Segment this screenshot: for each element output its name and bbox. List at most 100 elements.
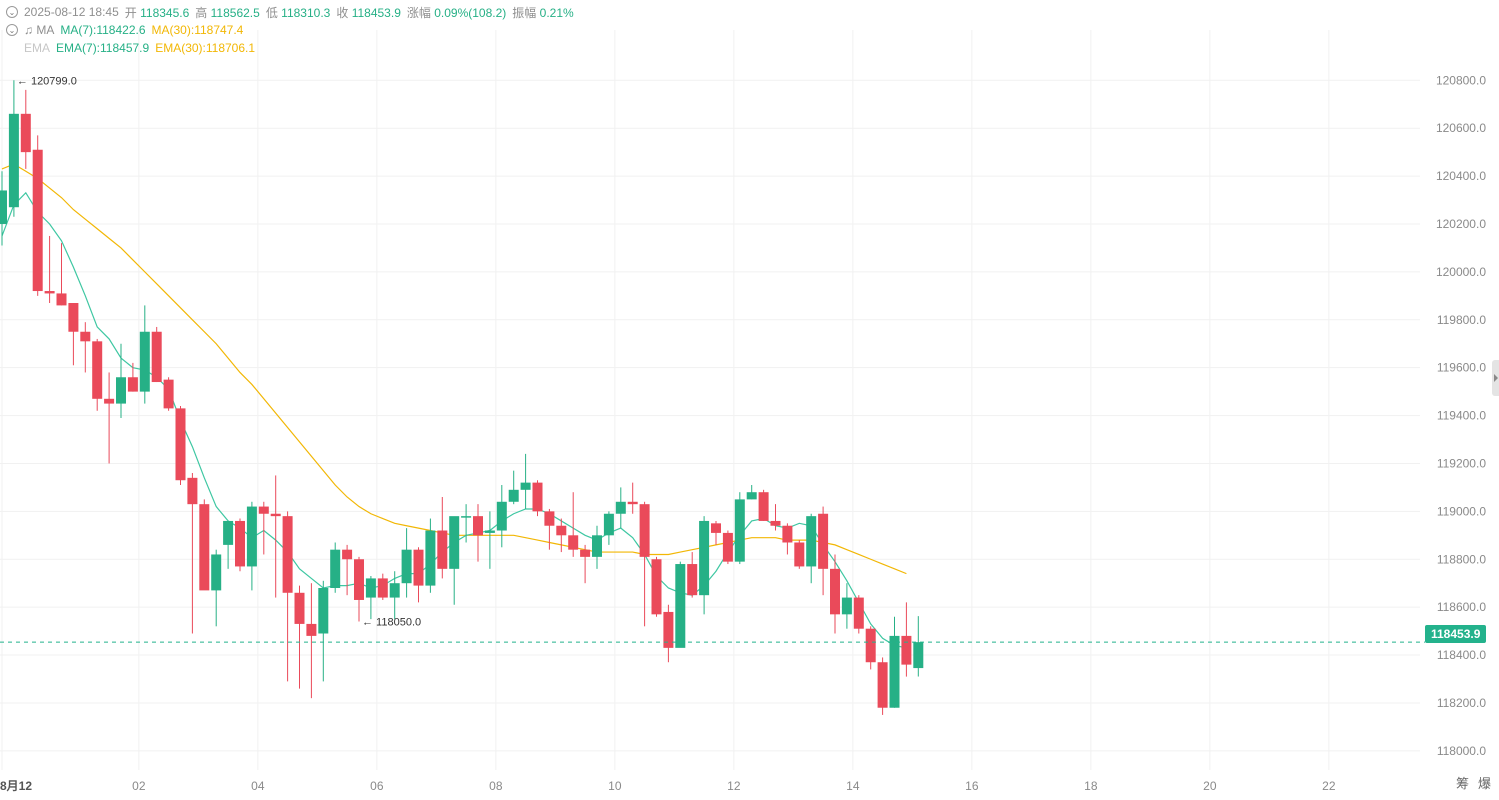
candle-body <box>211 554 222 591</box>
candle <box>901 602 912 677</box>
candle-body <box>20 113 31 153</box>
header-timestamp: 2025-08-12 18:45 <box>24 5 119 19</box>
y-tick-label: 118600.0 <box>1437 600 1486 614</box>
candle-body <box>163 379 174 409</box>
candle <box>199 499 210 591</box>
collapse-icon[interactable]: ⌄ <box>6 6 18 18</box>
candle <box>306 583 317 699</box>
candle-body <box>520 482 531 490</box>
collapse-ma-icon[interactable]: ⌄ <box>6 24 18 36</box>
x-tick-label: 14 <box>846 779 860 793</box>
candle-body <box>92 341 103 399</box>
candle <box>913 616 924 677</box>
candle-body <box>532 482 543 512</box>
low-value: 118310.3 <box>281 5 331 20</box>
candle <box>675 561 686 648</box>
y-tick-label: 120400.0 <box>1436 169 1486 183</box>
candle-body <box>270 513 281 517</box>
candle <box>841 583 852 629</box>
candle <box>473 504 483 562</box>
candle-body <box>365 578 376 598</box>
x-tick-label: 8月12 <box>0 779 32 793</box>
candle-body <box>806 516 817 567</box>
candle-body <box>354 559 364 600</box>
candles <box>0 80 924 715</box>
y-tick-label: 120200.0 <box>1436 217 1486 231</box>
candle-body <box>401 549 412 584</box>
candle-body <box>235 520 245 567</box>
candle-body <box>865 628 876 663</box>
candle <box>556 518 567 553</box>
candle <box>722 530 733 565</box>
candle-body <box>223 520 234 545</box>
last-price-tag: 118453.9 <box>1425 625 1487 643</box>
y-tick-label: 119400.0 <box>1437 409 1486 423</box>
candle-body <box>722 532 733 562</box>
candle-body <box>246 506 257 567</box>
candle <box>449 516 460 605</box>
candle-body <box>782 525 793 543</box>
panel-toggle-handle[interactable] <box>1492 360 1499 396</box>
ma30-value: MA(30):118747.4 <box>151 23 244 37</box>
candle <box>68 303 79 366</box>
chips-button[interactable]: 筹 <box>1456 776 1470 791</box>
annotations: ← 120799.0 ← 118050.0 <box>0 75 1425 643</box>
candle-body <box>342 549 353 560</box>
candle <box>711 520 721 545</box>
ohlc-header: ⌄ 2025-08-12 18:45 开 118345.6 高 118562.5… <box>6 3 574 57</box>
candle <box>770 504 781 531</box>
ma-indicator-name[interactable]: ♫ MA <box>24 23 54 37</box>
candle <box>187 473 198 634</box>
candle <box>151 326 162 383</box>
candle-body <box>116 377 126 404</box>
x-tick-label: 08 <box>489 779 503 793</box>
candle-body <box>139 331 150 392</box>
candle <box>401 528 412 598</box>
candle-body <box>306 623 317 636</box>
ema-indicator-name[interactable]: EMA <box>24 41 51 55</box>
candle-body <box>175 408 186 481</box>
open-value: 118345.6 <box>140 5 190 20</box>
y-tick-label: 120000.0 <box>1436 265 1486 279</box>
ema7-value: EMA(7):118457.9 <box>56 41 150 55</box>
high-value: 118562.5 <box>210 5 260 20</box>
candle-body <box>127 377 138 392</box>
candle-body <box>449 516 460 569</box>
candle-body <box>627 501 638 505</box>
change-label: 涨幅 <box>406 5 431 20</box>
candle-body <box>556 525 567 536</box>
x-tick-label: 18 <box>1084 779 1098 793</box>
ma7-value: MA(7):118422.6 <box>60 23 146 37</box>
candle-body <box>437 530 448 569</box>
candle-body <box>603 513 614 536</box>
candle-body <box>568 535 579 550</box>
y-tick-label: 118000.0 <box>1437 744 1486 758</box>
candle <box>544 508 555 550</box>
candle-body <box>0 190 7 224</box>
candle-body <box>294 592 305 624</box>
grid <box>0 30 1420 770</box>
candle <box>484 511 495 569</box>
candle <box>651 556 662 617</box>
candle-body <box>461 516 472 518</box>
candle <box>246 501 257 591</box>
candle <box>508 470 519 505</box>
candle <box>782 523 793 555</box>
candle <box>830 554 840 634</box>
candle-body <box>889 635 900 708</box>
candle <box>615 487 626 529</box>
candle-body <box>734 499 745 562</box>
candle <box>127 362 138 392</box>
ema30-value: EMA(30):118706.1 <box>155 41 256 55</box>
candle-body <box>853 597 864 629</box>
y-tick-label: 118400.0 <box>1437 648 1486 662</box>
bell-icon: ♫ <box>24 23 33 37</box>
candle-body <box>32 149 43 292</box>
candle <box>175 405 186 486</box>
candle <box>734 492 745 565</box>
candle-body <box>580 549 591 557</box>
candle-body <box>8 113 19 208</box>
candle <box>580 544 591 584</box>
liquidation-button[interactable]: 爆 <box>1478 776 1492 791</box>
